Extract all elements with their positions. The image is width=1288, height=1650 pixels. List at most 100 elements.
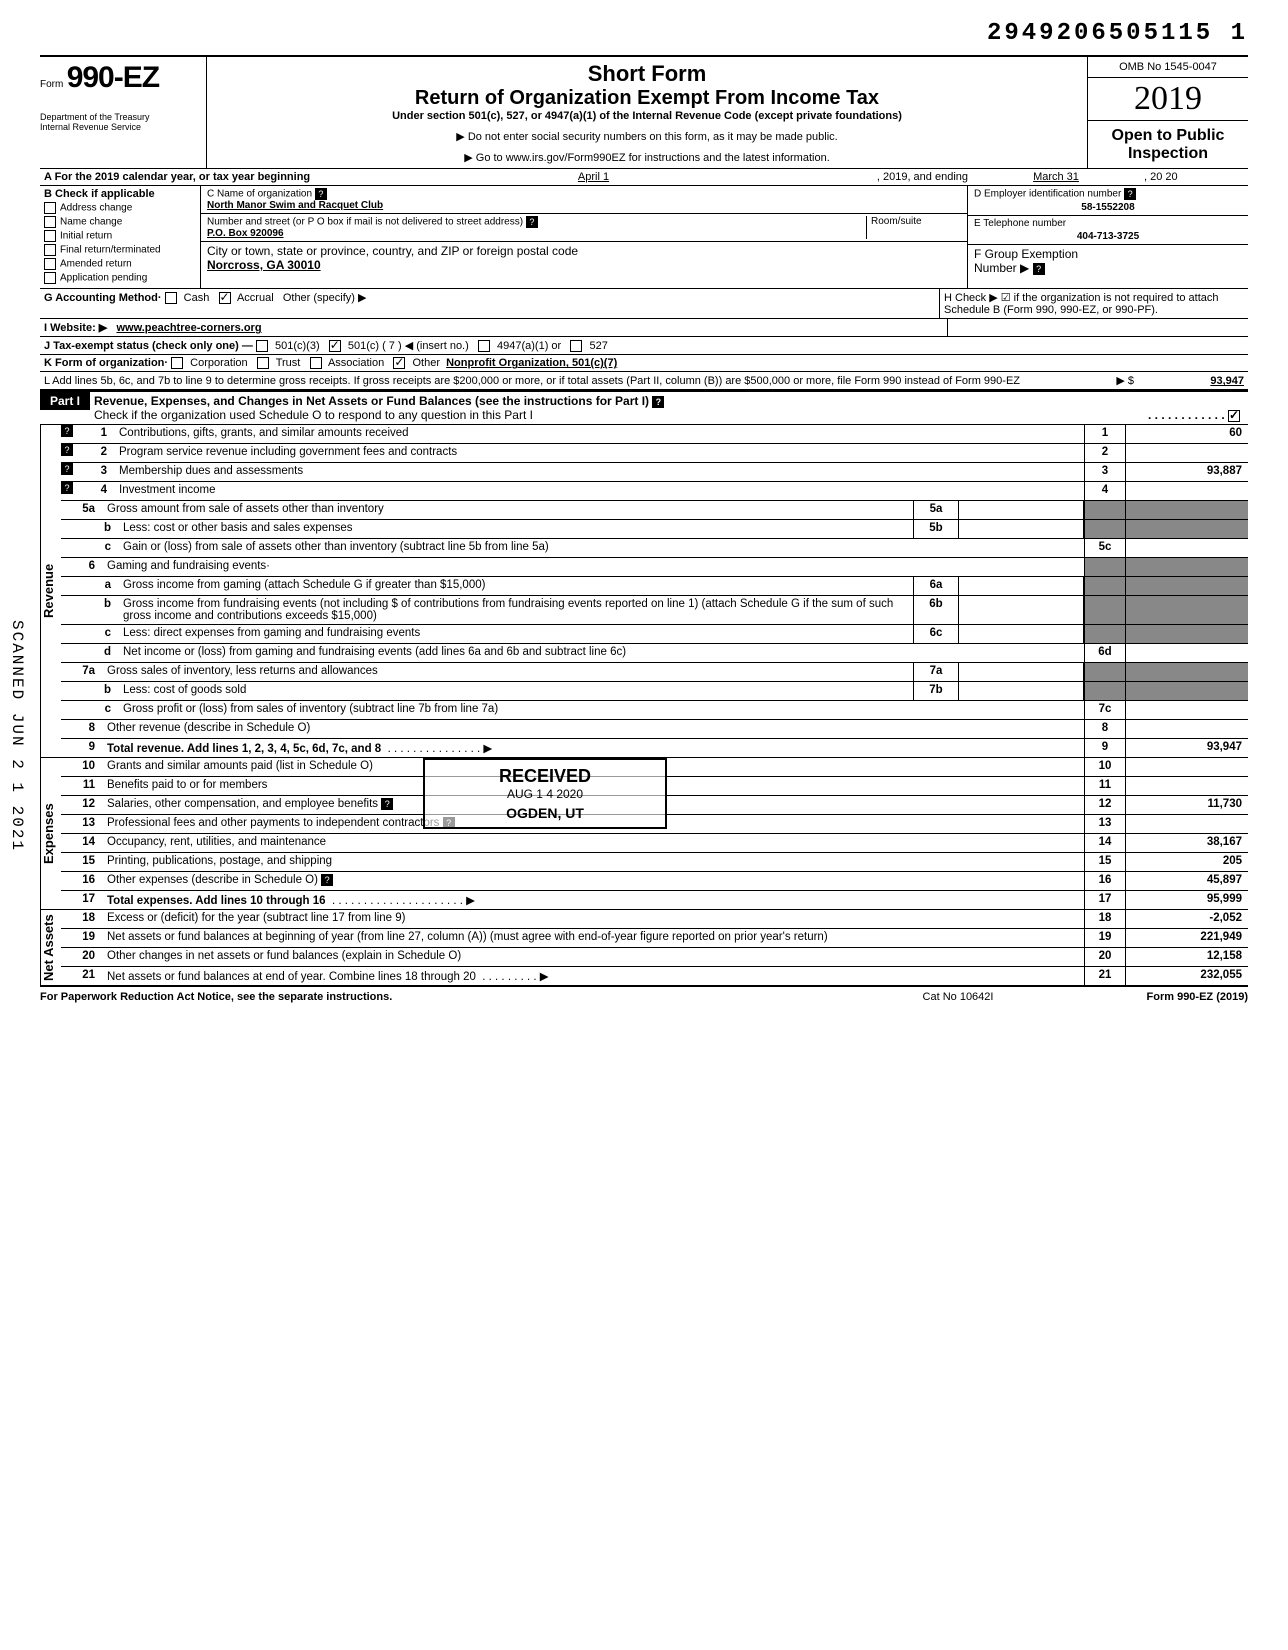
line-val: -2,052 [1125,910,1248,928]
line-box [1084,596,1125,624]
chk-final-return[interactable] [44,244,56,256]
row-a-label: A For the 2019 calendar year, or tax yea… [40,169,314,185]
line-num: 21 [61,967,103,985]
part-1-title: Revenue, Expenses, and Changes in Net As… [94,394,649,408]
help-icon[interactable]: ? [526,216,538,228]
line-val: 95,999 [1125,891,1248,909]
lbl-app-pending: Application pending [60,273,147,284]
org-name: North Manor Swim and Racquet Club [207,200,383,211]
help-icon[interactable]: ? [1033,263,1045,275]
line-val [1125,663,1248,681]
form-number: 990-EZ [67,61,159,94]
line-num: 3 [73,463,115,481]
line-box [1084,625,1125,643]
room-suite-label: Room/suite [866,216,961,239]
lbl-trust: Trust [276,357,301,369]
lbl-4947: 4947(a)(1) or [497,340,561,352]
line-desc: Gross sales of inventory, less returns a… [103,663,913,681]
chk-address-change[interactable] [44,202,56,214]
line-mid: 7a [913,663,959,681]
line-midval [959,577,1084,595]
row-a-begin: April 1 [314,169,873,185]
line-num: 19 [61,929,103,947]
line-desc: Other revenue (describe in Schedule O) [103,720,1084,738]
line-box: 11 [1084,777,1125,795]
lbl-address-change: Address change [60,203,132,214]
box-e-label: E Telephone number [974,218,1066,229]
line-num: b [61,520,119,538]
line-num: c [61,625,119,643]
chk-501c[interactable] [329,340,341,352]
line-box: 17 [1084,891,1125,909]
lbl-amended: Amended return [60,259,132,270]
line-desc: Occupancy, rent, utilities, and maintena… [103,834,1084,852]
chk-app-pending[interactable] [44,272,56,284]
line-val [1125,625,1248,643]
line-box: 10 [1084,758,1125,776]
chk-cash[interactable] [165,292,177,304]
help-icon[interactable]: ? [652,396,664,408]
chk-assoc[interactable] [310,357,322,369]
line-val [1125,482,1248,500]
expenses-section: Expenses 10Grants and similar amounts pa… [40,758,1248,910]
help-icon[interactable]: ? [61,425,73,437]
line-desc: Gaming and fundraising events· [103,558,1084,576]
line-desc: Gain or (loss) from sale of assets other… [119,539,1084,557]
chk-corp[interactable] [171,357,183,369]
chk-schedule-o[interactable] [1228,410,1240,422]
box-b: B Check if applicable Address change Nam… [40,186,201,288]
chk-trust[interactable] [257,357,269,369]
line-mid: 6a [913,577,959,595]
line-val [1125,720,1248,738]
line-num: c [61,539,119,557]
help-icon[interactable]: ? [61,463,73,475]
row-j-label: J Tax-exempt status (check only one) — [44,340,253,352]
chk-name-change[interactable] [44,216,56,228]
footer-left: For Paperwork Reduction Act Notice, see … [40,991,868,1003]
other-org-val: Nonprofit Organization, 501(c)(7) [446,357,617,369]
chk-initial-return[interactable] [44,230,56,242]
chk-501c3[interactable] [256,340,268,352]
line-num: 5a [61,501,103,519]
chk-527[interactable] [570,340,582,352]
chk-accrual[interactable] [219,292,231,304]
help-icon[interactable]: ? [61,482,73,494]
help-icon[interactable]: ? [315,188,327,200]
line-num: 13 [61,815,103,833]
line-desc: Net assets or fund balances at beginning… [103,929,1084,947]
dept-irs: Internal Revenue Service [40,123,200,133]
revenue-label: Revenue [40,425,61,757]
chk-amended[interactable] [44,258,56,270]
line-num: 16 [61,872,103,890]
line-box: 9 [1084,739,1125,757]
line-box: 15 [1084,853,1125,871]
line-desc: Excess or (deficit) for the year (subtra… [103,910,1084,928]
lbl-501c: 501(c) ( 7 ) ◀ (insert no.) [348,340,469,352]
line-desc: Less: cost or other basis and sales expe… [119,520,913,538]
chk-other-org[interactable] [393,357,405,369]
line-val: 93,887 [1125,463,1248,481]
line-box: 16 [1084,872,1125,890]
line-desc: Salaries, other compensation, and employ… [107,798,378,810]
line-val [1125,815,1248,833]
stamp-received: RECEIVED [435,766,655,787]
help-icon[interactable]: ? [381,798,393,810]
line-val [1125,577,1248,595]
line-desc: Gross income from fundraising events (no… [119,596,913,624]
line-val [1125,758,1248,776]
help-icon[interactable]: ? [321,874,333,886]
line-num: 10 [61,758,103,776]
phone: 404-713-3725 [974,229,1242,242]
help-icon[interactable]: ? [1124,188,1136,200]
help-icon[interactable]: ? [61,444,73,456]
line-desc: Net income or (loss) from gaming and fun… [119,644,1084,662]
stamp-loc: OGDEN, UT [435,805,655,821]
line-val [1125,501,1248,519]
website: www.peachtree-corners.org [116,322,261,334]
chk-4947[interactable] [478,340,490,352]
form-prefix: Form [40,79,63,90]
received-stamp: RECEIVED AUG 1 4 2020 OGDEN, UT [423,758,667,829]
row-h: H Check ▶ ☑ if the organization is not r… [939,289,1248,318]
line-num: 20 [61,948,103,966]
revenue-section: Revenue ?1Contributions, gifts, grants, … [40,425,1248,758]
